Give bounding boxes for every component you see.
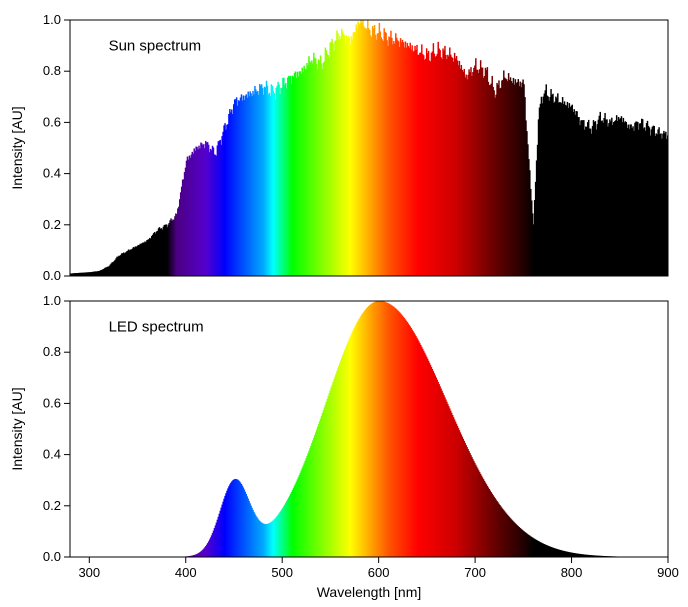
spectrum-figure: 0.0 0.2 0.4 0.6 0.8 1.0 Intensity [AU] Sun spec… <box>0 0 688 607</box>
svg-text:0.8: 0.8 <box>43 344 61 359</box>
svg-text:0.2: 0.2 <box>43 217 61 232</box>
svg-text:Intensity [AU]: Intensity [AU] <box>9 387 25 470</box>
svg-text:0.2: 0.2 <box>43 498 61 513</box>
svg-text:LED spectrum: LED spectrum <box>109 319 204 336</box>
svg-text:0.6: 0.6 <box>43 114 61 129</box>
svg-text:600: 600 <box>368 565 390 580</box>
svg-text:Intensity [AU]: Intensity [AU] <box>9 106 25 189</box>
svg-text:0.0: 0.0 <box>43 549 61 564</box>
svg-text:500: 500 <box>271 565 293 580</box>
svg-text:0.4: 0.4 <box>43 166 61 181</box>
svg-text:400: 400 <box>175 565 197 580</box>
svg-text:0.6: 0.6 <box>43 395 61 410</box>
svg-text:Sun spectrum: Sun spectrum <box>109 38 202 55</box>
svg-text:0.4: 0.4 <box>43 447 61 462</box>
svg-text:0.8: 0.8 <box>43 63 61 78</box>
chart-svg: 0.0 0.2 0.4 0.6 0.8 1.0 Intensity [AU] Sun spec… <box>0 0 688 607</box>
svg-text:1.0: 1.0 <box>43 12 61 27</box>
svg-text:800: 800 <box>561 565 583 580</box>
svg-text:0.0: 0.0 <box>43 268 61 283</box>
svg-text:700: 700 <box>464 565 486 580</box>
svg-text:1.0: 1.0 <box>43 293 61 308</box>
svg-text:900: 900 <box>657 565 679 580</box>
svg-text:300: 300 <box>78 565 100 580</box>
svg-text:Wavelength [nm]: Wavelength [nm] <box>317 584 422 600</box>
